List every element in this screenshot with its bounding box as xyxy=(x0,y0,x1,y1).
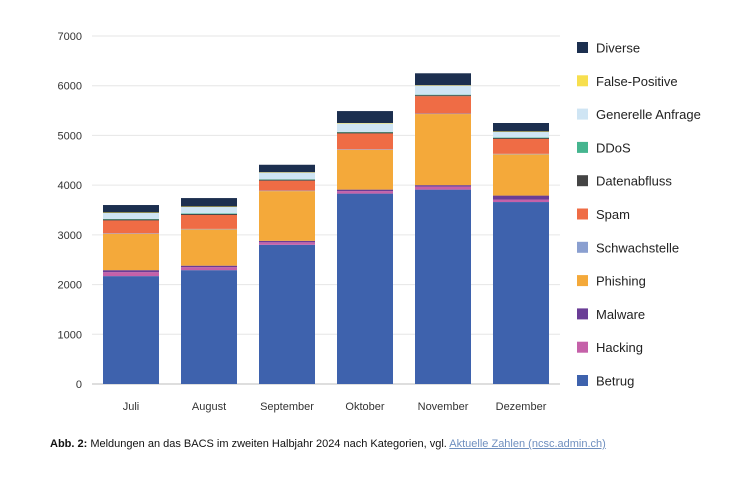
bar-segment-generelle-anfrage xyxy=(337,123,393,132)
bar-segment-spam xyxy=(415,96,471,114)
caption-link[interactable]: Aktuelle Zahlen (ncsc.admin.ch) xyxy=(449,438,606,450)
bar-segment-generelle-anfrage xyxy=(181,207,237,214)
bar-segment-malware xyxy=(493,195,549,200)
bar-segment-hacking xyxy=(415,186,471,190)
legend-label: DDoS xyxy=(596,140,631,155)
bar-segment-phishing xyxy=(259,191,315,241)
legend-label: Betrug xyxy=(596,374,634,389)
x-tick-label: August xyxy=(192,401,226,413)
caption-label: Abb. 2: xyxy=(50,438,88,450)
gridlines xyxy=(92,35,560,385)
bar-segment-malware xyxy=(181,265,237,268)
x-tick-label: Dezember xyxy=(496,401,547,413)
bar-segment-betrug xyxy=(337,193,393,384)
legend-swatch xyxy=(577,75,588,87)
legend-swatch xyxy=(577,175,588,187)
bar-segment-malware xyxy=(415,185,471,187)
bar-segment-datenabfluss xyxy=(181,213,237,215)
legend-swatch xyxy=(577,375,588,386)
stacked-bar-chart: 0 1000 2000 3000 4000 5000 6000 7000 Juli August… xyxy=(58,31,701,413)
y-tick-label: 1000 xyxy=(58,329,82,341)
chart-svg: 0 1000 2000 3000 4000 5000 6000 7000 Juli August… xyxy=(58,31,701,413)
x-tick-label: September xyxy=(260,401,314,413)
bar-segment-spam xyxy=(493,138,549,154)
y-tick-label: 2000 xyxy=(58,280,82,292)
y-tick-label: 7000 xyxy=(58,31,82,43)
bar-segment-spam xyxy=(337,133,393,150)
bar-segment-datenabfluss xyxy=(415,95,471,97)
bar-segment-phishing xyxy=(181,229,237,266)
bar-segment-betrug xyxy=(181,270,237,384)
bar-segment-generelle-anfrage xyxy=(103,212,159,219)
x-tick-label: November xyxy=(418,401,469,413)
bar-segment-diverse xyxy=(415,73,471,86)
bar-segment-spam xyxy=(259,180,315,191)
bar-segment-betrug xyxy=(415,189,471,384)
bar-segment-malware xyxy=(337,189,393,192)
y-tick-label: 5000 xyxy=(58,130,82,142)
legend-swatch xyxy=(577,275,588,287)
bar-segment-diverse xyxy=(103,205,159,213)
x-axis-ticks: Juli August September Oktober November Dezemb… xyxy=(123,401,547,413)
legend-label: Malware xyxy=(596,307,645,322)
bar-segment-betrug xyxy=(103,276,159,384)
figure-caption: Abb. 2: Meldungen an das BACS im zweiten… xyxy=(50,438,606,450)
legend-swatch xyxy=(577,42,588,53)
y-axis-ticks: 0 1000 2000 3000 4000 5000 6000 7000 xyxy=(58,31,82,391)
legend-swatch xyxy=(577,341,588,353)
legend-swatch xyxy=(577,241,588,253)
legend: Diverse False-Positive Generelle Anfrage DD… xyxy=(577,41,701,389)
bar-segment-diverse xyxy=(181,198,237,207)
bar-segment-betrug xyxy=(493,202,549,384)
bar-segment-malware xyxy=(103,270,159,273)
legend-swatch xyxy=(577,208,588,220)
y-tick-label: 0 xyxy=(76,379,82,391)
legend-label: Phishing xyxy=(596,274,646,289)
legend-swatch xyxy=(577,141,588,153)
bar-segment-hacking xyxy=(181,267,237,271)
legend-swatch xyxy=(577,308,588,320)
legend-label: Diverse xyxy=(596,41,640,56)
bars xyxy=(103,73,549,384)
bar-segment-datenabfluss xyxy=(103,219,159,221)
bar-segment-betrug xyxy=(259,244,315,384)
bar-segment-diverse xyxy=(259,164,315,173)
bar-segment-diverse xyxy=(493,123,549,132)
bar-segment-hacking xyxy=(493,199,549,203)
bar-segment-generelle-anfrage xyxy=(259,172,315,180)
bar-segment-hacking xyxy=(259,242,315,245)
bar-segment-phishing xyxy=(337,149,393,190)
legend-label: Datenabfluss xyxy=(596,174,672,189)
bar-segment-phishing xyxy=(415,114,471,186)
bar-segment-generelle-anfrage xyxy=(415,85,471,95)
bar-segment-malware xyxy=(259,240,315,243)
bar-segment-hacking xyxy=(337,191,393,194)
y-tick-label: 3000 xyxy=(58,230,82,242)
x-tick-label: Juli xyxy=(123,401,140,413)
bar-segment-spam xyxy=(181,214,237,229)
caption-text: Meldungen an das BACS im zweiten Halbjah… xyxy=(87,438,450,450)
bar-segment-spam xyxy=(103,220,159,234)
legend-label: Schwachstelle xyxy=(596,240,679,255)
y-tick-label: 6000 xyxy=(58,81,82,93)
legend-label: Spam xyxy=(596,207,630,222)
bar-segment-datenabfluss xyxy=(337,132,393,134)
bar-segment-generelle-anfrage xyxy=(493,131,549,138)
legend-label: Hacking xyxy=(596,340,643,355)
bar-segment-hacking xyxy=(103,272,159,277)
bar-segment-datenabfluss xyxy=(259,179,315,181)
legend-swatch xyxy=(577,108,588,120)
bar-segment-phishing xyxy=(103,233,159,271)
bar-segment-datenabfluss xyxy=(493,137,549,139)
legend-label: Generelle Anfrage xyxy=(596,107,701,122)
bar-segment-diverse xyxy=(337,111,393,123)
x-tick-label: Oktober xyxy=(345,401,384,413)
bar-segment-phishing xyxy=(493,154,549,196)
y-tick-label: 4000 xyxy=(58,180,82,192)
legend-label: False-Positive xyxy=(596,74,678,89)
